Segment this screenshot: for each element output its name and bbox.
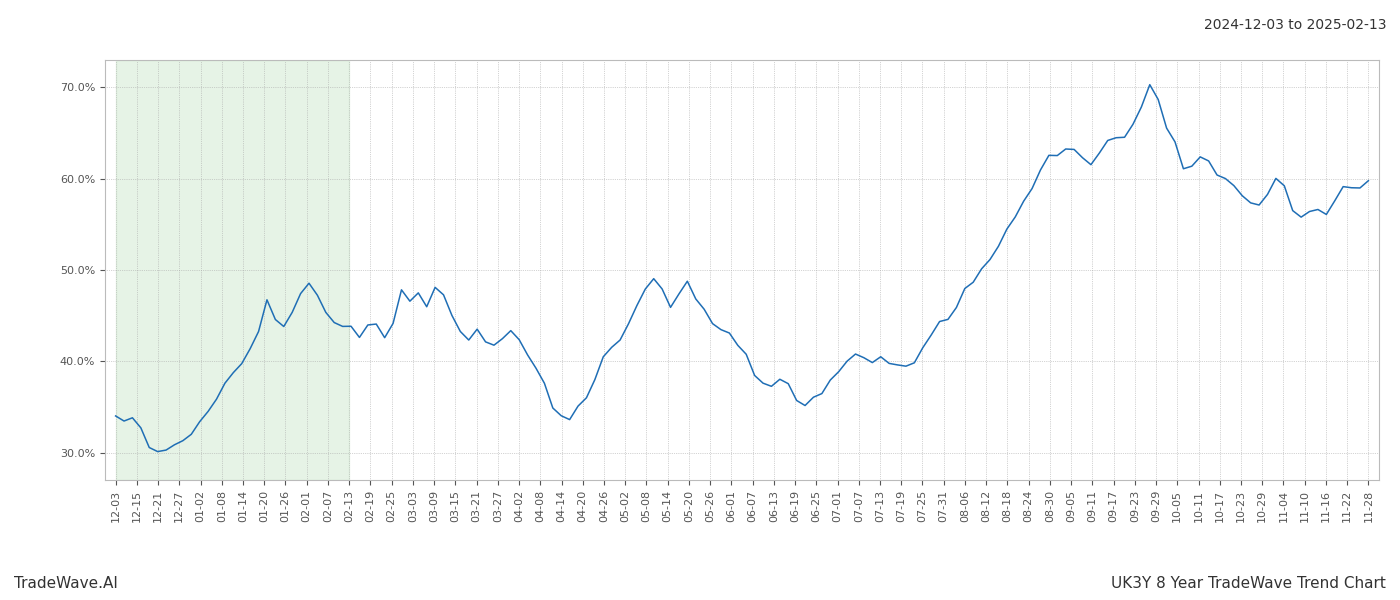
- Text: 2024-12-03 to 2025-02-13: 2024-12-03 to 2025-02-13: [1204, 18, 1386, 32]
- Bar: [116, 60, 349, 480]
- Text: TradeWave.AI: TradeWave.AI: [14, 576, 118, 591]
- Text: UK3Y 8 Year TradeWave Trend Chart: UK3Y 8 Year TradeWave Trend Chart: [1112, 576, 1386, 591]
